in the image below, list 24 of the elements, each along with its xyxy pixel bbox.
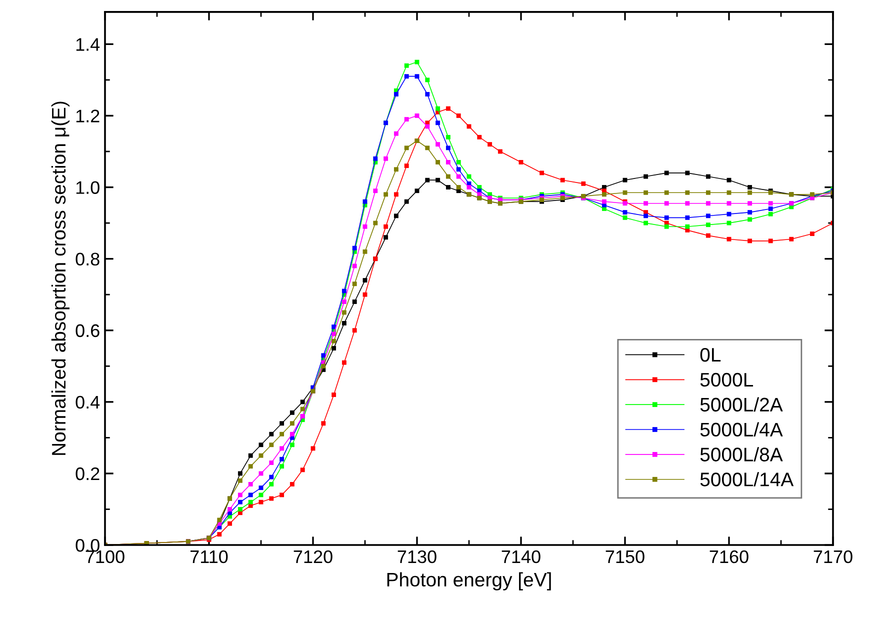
legend-label: 5000L: [700, 372, 754, 387]
x-tick-label: 7110: [190, 550, 228, 564]
legend-label: 5000L/4A: [700, 422, 783, 437]
y-tick-label: 0.2: [76, 467, 100, 480]
y-axis-title: Normalized absoprtion cross section μ(E): [51, 102, 70, 455]
y-tick-label: 1.4: [76, 38, 100, 51]
x-tick-label: 7120: [294, 550, 332, 564]
x-tick-label: 7100: [86, 550, 124, 564]
y-tick-label: 0.6: [76, 324, 100, 338]
legend-label: 5000L/2A: [700, 397, 783, 412]
x-tick-label: 7160: [710, 550, 748, 564]
x-tick-label: 7130: [398, 550, 436, 564]
y-tick-label: 1.0: [76, 181, 100, 194]
legend-label: 5000L/8A: [700, 447, 783, 462]
y-tick-label: 0.0: [76, 538, 100, 552]
y-tick-label: 0.8: [76, 252, 100, 266]
legend-label: 0L: [700, 348, 721, 362]
x-tick-label: 7170: [814, 550, 852, 564]
x-tick-label: 7140: [502, 550, 540, 564]
x-axis-title: Photon energy [eV]: [387, 572, 551, 590]
x-tick-label: 7150: [606, 550, 644, 564]
legend-label: 5000L/14A: [700, 472, 794, 486]
y-tick-label: 0.4: [76, 396, 100, 409]
y-tick-label: 1.2: [76, 110, 100, 122]
